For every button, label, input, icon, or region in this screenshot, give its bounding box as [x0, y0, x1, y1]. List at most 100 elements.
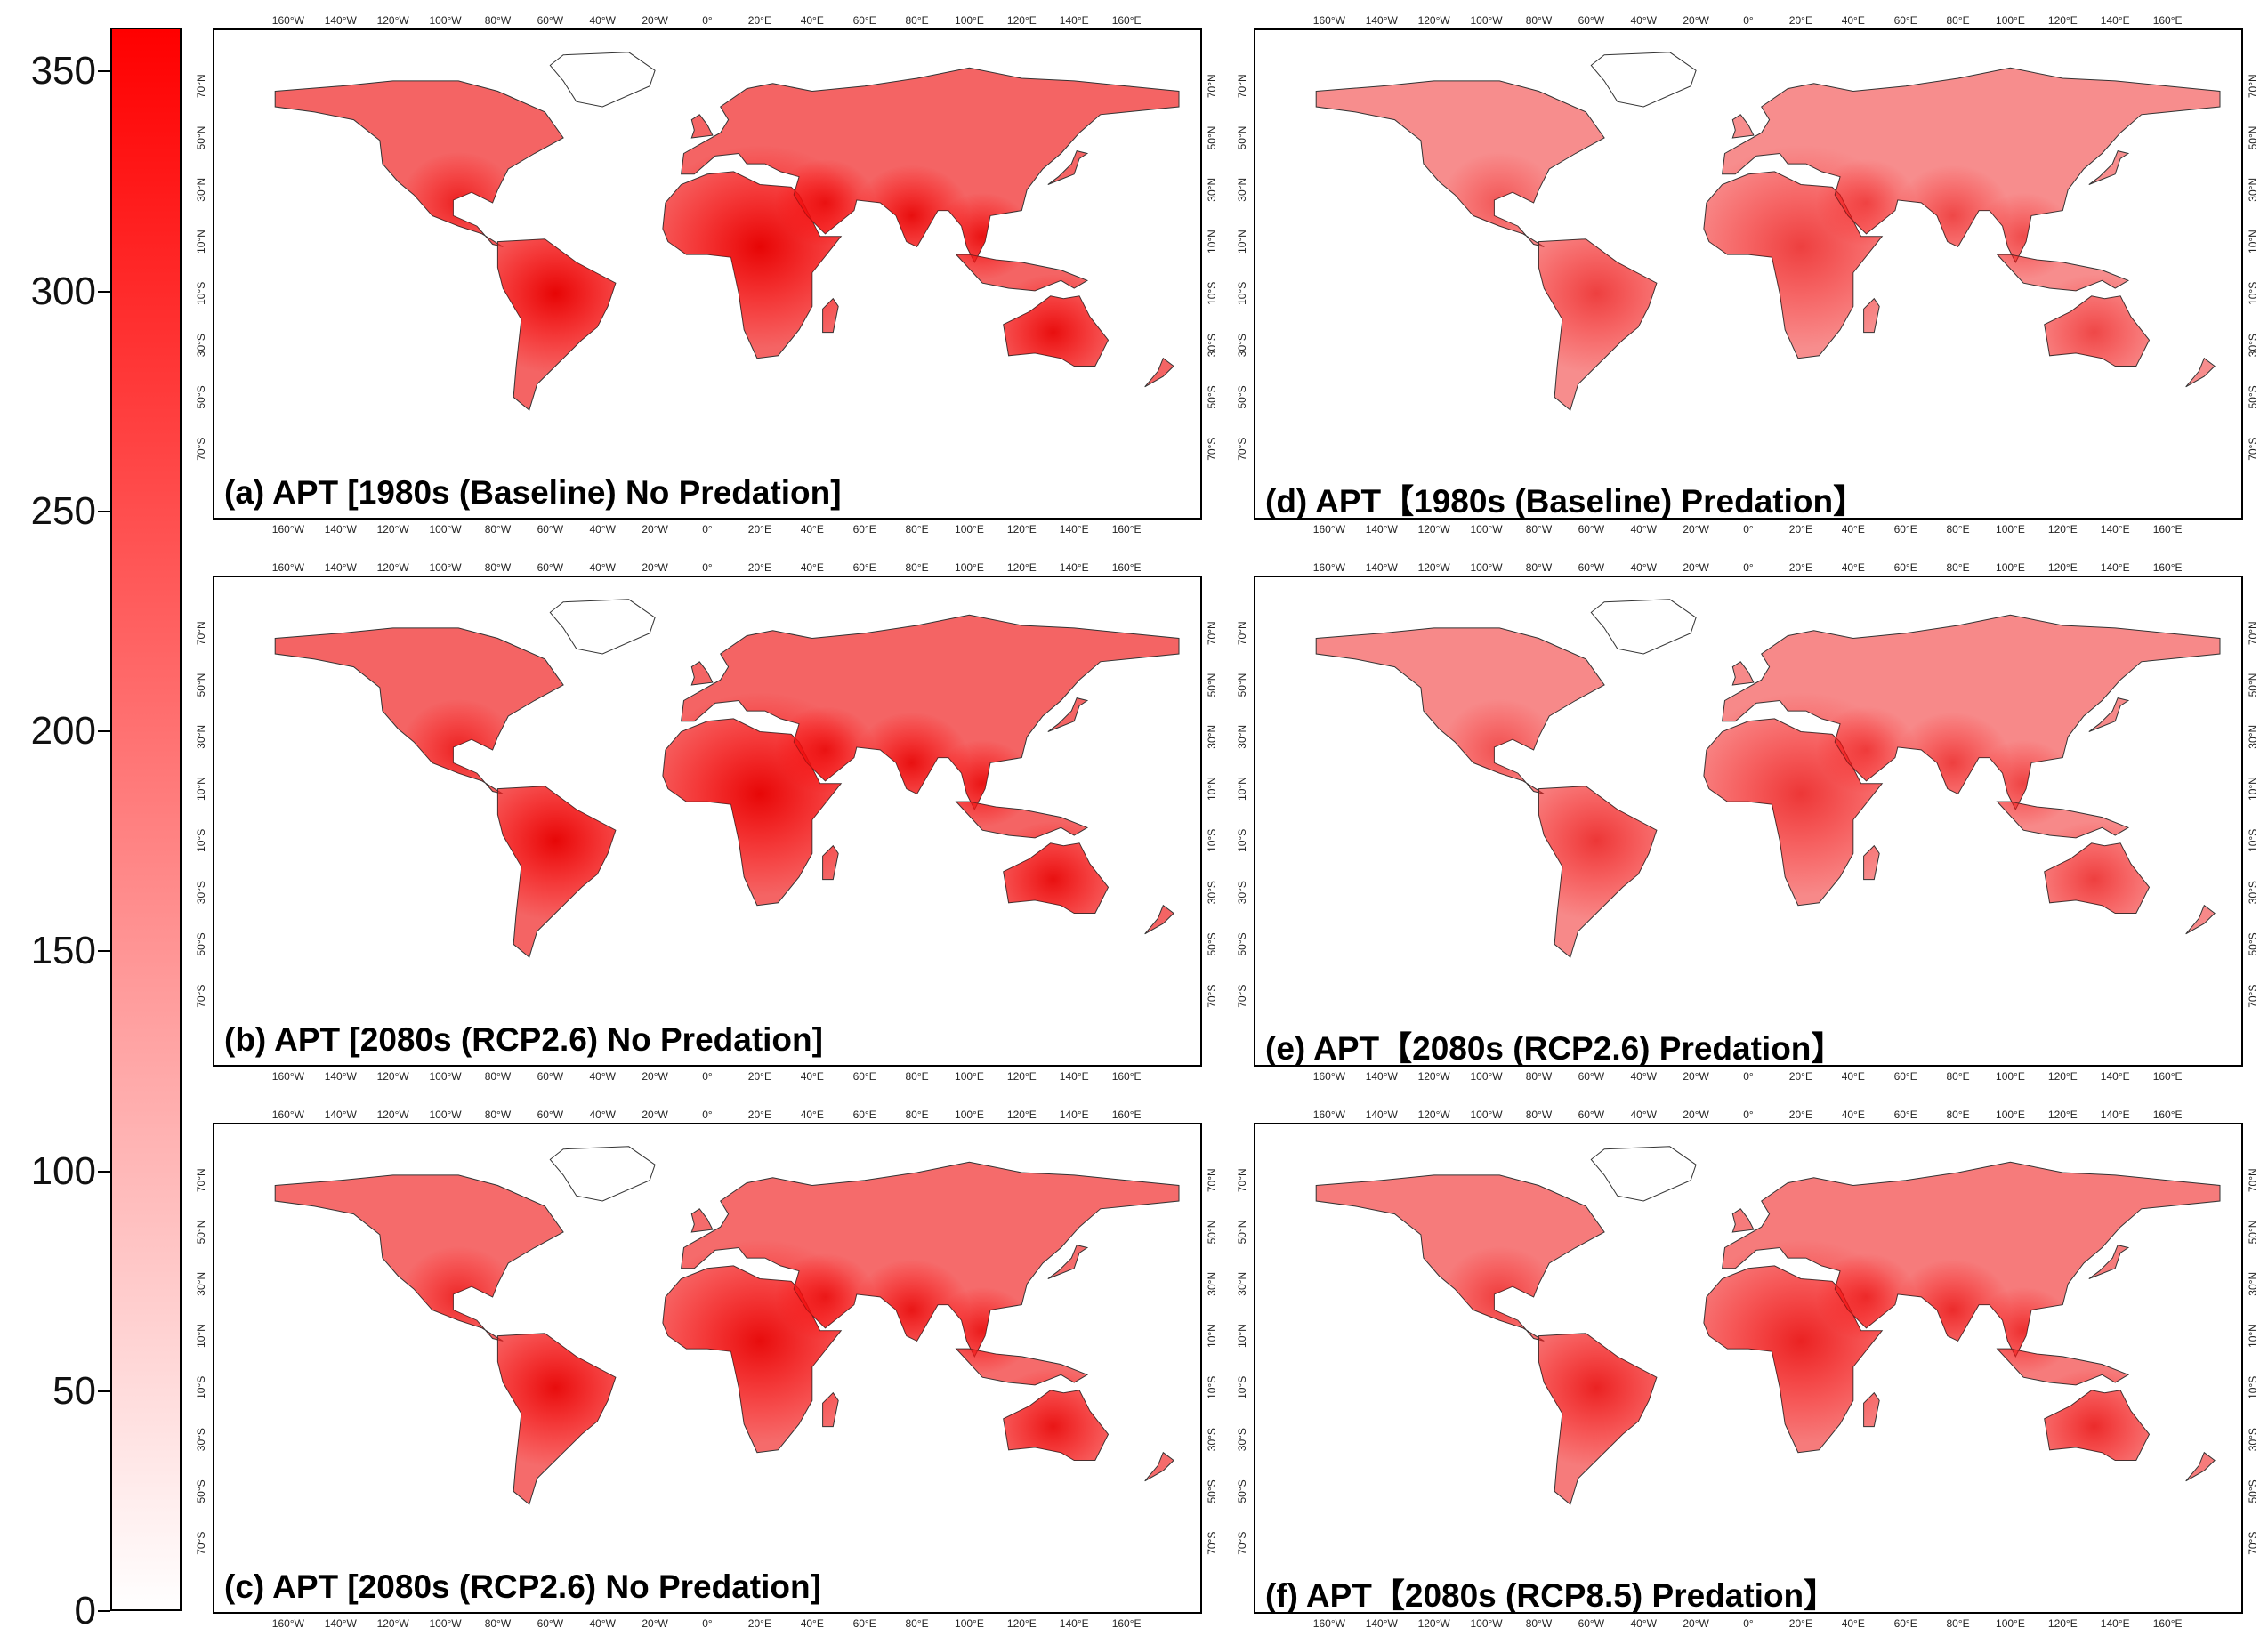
colorbar-tick-label: 0 — [74, 1589, 96, 1632]
lon-tick-label: 40°E — [1842, 523, 1865, 536]
colorbar-tick — [98, 1610, 110, 1612]
lat-tick-label: 10°N — [195, 230, 207, 254]
lon-tick-label: 20°W — [642, 1108, 668, 1121]
lon-tick-label: 40°E — [801, 523, 824, 536]
lon-tick-label: 140°W — [1366, 523, 1399, 536]
map-panel-a: 160°W 160°W 140°W 140°W 120°W 120°W 100°W 100°W… — [195, 14, 1218, 536]
lat-tick-label: 50°S — [1206, 385, 1218, 408]
lon-tick-label: 40°W — [589, 14, 616, 27]
lon-tick-label: 120°E — [1007, 561, 1037, 574]
lon-tick-label: 80°W — [1526, 561, 1553, 574]
lat-tick-label: 70°N — [1206, 74, 1218, 98]
lon-tick-label: 120°W — [1418, 561, 1451, 574]
lon-tick-label: 60°E — [853, 1070, 876, 1083]
lon-tick-label: 60°W — [1578, 561, 1605, 574]
colorbar-tick — [98, 950, 110, 953]
lat-tick-label: 30°N — [1236, 725, 1248, 749]
lon-tick-label: 40°W — [589, 561, 616, 574]
lon-tick-label: 100°W — [1470, 1617, 1503, 1630]
lon-tick-label: 120°E — [2048, 561, 2078, 574]
land-newzealand — [1144, 904, 1174, 935]
lon-tick-label: 140°W — [1366, 1617, 1399, 1630]
lon-tick-label: 140°W — [325, 1617, 358, 1630]
lat-tick-label: 50°S — [2247, 385, 2259, 408]
lon-tick-label: 40°E — [1842, 1070, 1865, 1083]
lon-tick-label: 160°E — [2153, 1108, 2183, 1121]
lon-tick-label: 160°E — [2153, 1070, 2183, 1083]
lon-tick-label: 100°E — [1996, 1108, 2025, 1121]
lat-tick-label: 70°N — [2247, 74, 2259, 98]
lat-tick-label: 10°S — [1236, 1376, 1248, 1399]
lat-tick-label: 30°S — [2247, 881, 2259, 904]
lon-tick-label: 20°E — [1789, 561, 1812, 574]
lon-tick-label: 40°W — [1630, 1617, 1657, 1630]
lon-tick-label: 140°E — [1060, 1070, 1089, 1083]
lon-tick-label: 80°E — [905, 14, 928, 27]
map-svg: 160°W 160°W 140°W 140°W 120°W 120°W 100°W 100°W… — [1236, 14, 2259, 536]
lat-tick-label: 10°S — [2247, 1376, 2259, 1399]
lon-tick-label: 80°E — [1946, 523, 1969, 536]
lon-tick-label: 80°E — [1946, 14, 1969, 27]
lon-tick-label: 100°W — [429, 1617, 462, 1630]
lat-tick-label: 50°S — [1236, 932, 1248, 955]
lon-tick-label: 20°W — [642, 523, 668, 536]
lon-tick-label: 140°W — [325, 14, 358, 27]
land-greenland — [549, 1146, 656, 1202]
lat-tick-label: 70°N — [195, 621, 207, 645]
lon-tick-label: 20°W — [1683, 1070, 1709, 1083]
lon-tick-label: 140°W — [325, 1070, 358, 1083]
lon-tick-label: 160°W — [1313, 561, 1346, 574]
lat-tick-label: 30°N — [2247, 725, 2259, 749]
lon-tick-label: 120°E — [2048, 14, 2078, 27]
lon-tick-label: 120°W — [377, 1617, 410, 1630]
lat-tick-label: 70°S — [195, 438, 207, 461]
lat-tick-label: 30°S — [1206, 1428, 1218, 1451]
lon-tick-label: 100°W — [429, 1108, 462, 1121]
lon-tick-label: 20°E — [1789, 14, 1812, 27]
map-svg: 160°W 160°W 140°W 140°W 120°W 120°W 100°W 100°W… — [195, 14, 1218, 536]
lon-tick-label: 140°W — [325, 1108, 358, 1121]
lon-tick-label: 0° — [702, 14, 713, 27]
lat-tick-label: 50°S — [1206, 932, 1218, 955]
lon-tick-label: 100°E — [955, 1108, 984, 1121]
lon-tick-label: 120°W — [377, 14, 410, 27]
lon-tick-label: 120°W — [377, 561, 410, 574]
lon-tick-label: 100°W — [429, 561, 462, 574]
lon-tick-label: 100°E — [1996, 523, 2025, 536]
lon-tick-label: 60°W — [1578, 1108, 1605, 1121]
land-newzealand — [1144, 1451, 1174, 1482]
lat-tick-label: 50°N — [2247, 1221, 2259, 1245]
lon-tick-label: 140°E — [1060, 1617, 1089, 1630]
lon-tick-label: 20°W — [1683, 1617, 1709, 1630]
land-newzealand — [2185, 1451, 2216, 1482]
lat-tick-label: 10°N — [1236, 230, 1248, 254]
lon-tick-label: 100°W — [1470, 1070, 1503, 1083]
panel-title: (d) APT【1980s (Baseline) Predation】 — [1265, 483, 1867, 520]
lon-tick-label: 100°W — [429, 1070, 462, 1083]
lon-tick-label: 160°W — [272, 1108, 305, 1121]
lon-tick-label: 140°E — [1060, 561, 1089, 574]
lat-tick-label: 70°S — [1206, 1532, 1218, 1555]
lon-tick-label: 40°W — [589, 1108, 616, 1121]
land-uk — [690, 1208, 714, 1233]
lon-tick-label: 0° — [1743, 14, 1754, 27]
lon-tick-label: 40°E — [1842, 14, 1865, 27]
lon-tick-label: 160°W — [272, 14, 305, 27]
lat-tick-label: 30°S — [1206, 881, 1218, 904]
colorbar-tick — [98, 730, 110, 733]
lon-tick-label: 160°W — [1313, 1108, 1346, 1121]
lon-tick-label: 40°W — [589, 523, 616, 536]
lon-tick-label: 120°W — [1418, 14, 1451, 27]
land-northAmerica — [274, 1174, 564, 1342]
lon-tick-label: 80°W — [1526, 1070, 1553, 1083]
lat-tick-label: 50°N — [2247, 126, 2259, 150]
panel-title: (c) APT [2080s (RCP2.6) No Predation] — [224, 1568, 821, 1605]
lat-tick-label: 70°N — [1236, 74, 1248, 98]
lat-tick-label: 30°S — [2247, 334, 2259, 357]
lat-tick-label: 10°N — [2247, 1324, 2259, 1348]
map-panel-b: 160°W 160°W 140°W 140°W 120°W 120°W 100°W 100°W… — [195, 561, 1218, 1083]
map-svg: 160°W 160°W 140°W 140°W 120°W 120°W 100°W 100°W… — [195, 561, 1218, 1083]
lon-tick-label: 120°E — [2048, 1617, 2078, 1630]
lat-tick-label: 70°S — [1236, 985, 1248, 1008]
lon-tick-label: 80°E — [905, 1617, 928, 1630]
